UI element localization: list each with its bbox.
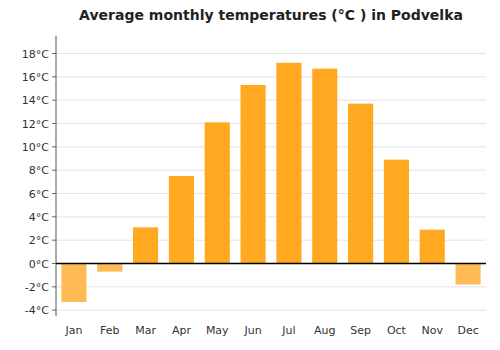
chart-container: Average monthly temperatures (°C ) in Po… [0, 0, 500, 350]
x-tick-label: May [206, 324, 229, 337]
bar [348, 104, 373, 264]
y-tick [52, 76, 56, 77]
x-tick-label: Oct [387, 324, 407, 337]
x-tick-label: Jul [281, 324, 295, 337]
x-tick-label: Dec [457, 324, 478, 337]
chart-svg: Average monthly temperatures (°C ) in Po… [0, 0, 500, 350]
y-tick-label: 2°C [29, 234, 49, 247]
y-tick-label: -4°C [25, 304, 49, 317]
grid-line [56, 100, 486, 101]
x-tick-label: Apr [172, 324, 192, 337]
y-tick-label: 12°C [22, 118, 49, 131]
y-tick [52, 193, 56, 194]
bar [456, 264, 481, 285]
bar [97, 264, 122, 272]
grid-line [56, 170, 486, 171]
x-tick-label: Nov [422, 324, 444, 337]
bar [133, 227, 158, 263]
y-tick-label: 4°C [29, 211, 49, 224]
grid-line [56, 286, 486, 287]
y-tick-label: 0°C [29, 258, 49, 271]
y-axis: -4°C -2°C 0°C 2°C 4°C 6°C 8°C 10°C 12°C 14°C 16°C 1… [22, 36, 56, 317]
grid-line [56, 146, 486, 147]
bar [312, 69, 337, 264]
page-body: {"chart_data": {"type": "bar", "title": … [0, 0, 500, 350]
grid-line [56, 193, 486, 194]
y-tick [52, 146, 56, 147]
y-tick-label: 8°C [29, 164, 49, 177]
bar [205, 122, 230, 263]
y-tick-label: -2°C [25, 281, 49, 294]
x-tick-label: Feb [100, 324, 119, 337]
y-tick [52, 310, 56, 311]
y-tick-label: 10°C [22, 141, 49, 154]
bars [61, 63, 480, 302]
grid-line [56, 76, 486, 77]
x-tick-label: Sep [350, 324, 371, 337]
y-axis-line [56, 36, 57, 316]
y-tick-label: 16°C [22, 71, 49, 84]
y-tick [52, 286, 56, 287]
x-tick-label: Jun [243, 324, 261, 337]
bar [276, 63, 301, 264]
x-tick-label: Jan [64, 324, 82, 337]
bar [384, 160, 409, 264]
y-tick [52, 263, 56, 264]
grid-line [56, 216, 486, 217]
x-tick-label: Aug [314, 324, 335, 337]
y-tick [52, 53, 56, 54]
y-tick-label: 14°C [22, 94, 49, 107]
y-tick [52, 216, 56, 217]
grid-line [56, 310, 486, 311]
y-tick [52, 100, 56, 101]
y-tick [52, 123, 56, 124]
grid-line [56, 123, 486, 124]
title: Average monthly temperatures (°C ) in Po… [79, 7, 463, 23]
y-tick-label: 18°C [22, 48, 49, 61]
bar [169, 176, 194, 264]
y-tick-label: 6°C [29, 188, 49, 201]
y-tick [52, 240, 56, 241]
x-tick-label: Mar [135, 324, 156, 337]
grid [56, 54, 486, 311]
x-axis: Jan Feb Mar Apr May Jun Jul Aug Sep Oct Nov Dec [64, 324, 478, 337]
bar [241, 85, 266, 264]
bar [61, 264, 86, 303]
zero-line [56, 263, 486, 265]
bar [420, 230, 445, 264]
grid-line [56, 263, 486, 264]
y-tick [52, 170, 56, 171]
grid-line [56, 53, 486, 54]
